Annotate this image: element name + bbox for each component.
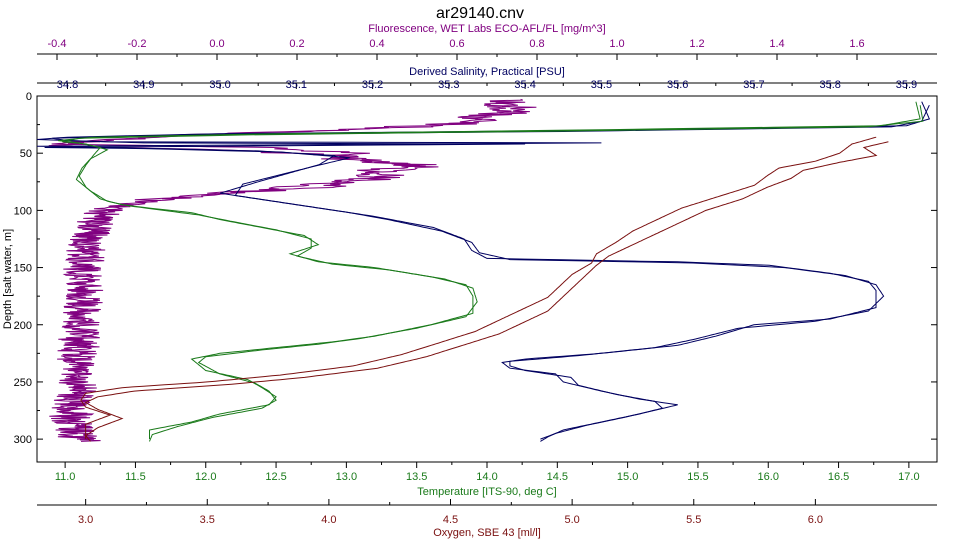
oxygen-tick-label: 5.0 [564,514,579,526]
depth-tick-label: 300 [14,434,32,446]
salinity-tick-label: 35.1 [286,79,307,91]
temperature-tick-label: 16.0 [758,471,779,483]
oxygen-tick-label: 4.0 [321,514,336,526]
temperature-tick-label: 11.0 [55,471,76,483]
depth-tick-label: 100 [14,205,32,217]
temperature-tick-label: 13.5 [406,471,427,483]
fluorescence-tick-label: -0.4 [48,38,67,50]
depth-tick-label: 200 [14,320,32,332]
salinity-tick-label: 35.5 [591,79,612,91]
oxygen-series-line [80,136,877,440]
oxygen-tick-label: 3.5 [200,514,215,526]
oxygen-tick-label: 6.0 [808,514,823,526]
salinity-series-line [44,104,930,440]
salinity-tick-label: 35.4 [514,79,535,91]
salinity-tick-label: 35.0 [209,79,230,91]
fluorescence-axis-title: Fluorescence, WET Labs ECO-AFL/FL [mg/m^… [368,23,605,35]
temperature-series-line [58,101,921,440]
temperature-tick-label: 14.5 [547,471,568,483]
plot-frame [36,95,938,463]
fluorescence-axis: -0.4 -0.2 0.0 0.2 0.4 0.6 0.8 1.0 1.2 1.4 1.6 Fluor… [37,23,937,60]
oxygen-series-line [84,141,889,442]
depth-tick-label: 0 [26,91,32,103]
fluorescence-series-line [48,101,527,442]
salinity-tick-label: 35.7 [743,79,764,91]
fluorescence-tick-label: 0.8 [529,38,544,50]
temperature-tick-label: 14.0 [476,471,497,483]
depth-tick-label: 250 [14,377,32,389]
temperature-tick-label: 16.5 [828,471,849,483]
axes-layer: -0.4 -0.2 0.0 0.2 0.4 0.6 0.8 1.0 1.2 1.4 1.6 Fluor… [2,23,937,539]
salinity-tick-label: 35.9 [896,79,917,91]
temperature-tick-label: 15.0 [617,471,638,483]
salinity-axis: 34.8 34.9 35.0 35.1 35.2 35.3 35.4 35.5 35.6 35.7… [37,66,937,91]
fluorescence-tick-label: 0.4 [369,38,384,50]
salinity-tick-label: 35.6 [667,79,688,91]
fluorescence-tick-label: 0.6 [449,38,464,50]
fluorescence-tick-label: -0.2 [128,38,147,50]
depth-tick-label: 150 [14,263,32,275]
fluorescence-tick-label: 1.6 [849,38,864,50]
salinity-tick-label: 34.9 [133,79,154,91]
oxygen-axis: 3.0 3.5 4.0 4.5 5.0 5.5 6.0 Oxygen, SBE 43 [ml/… [37,499,937,539]
chart-title: ar29140.cnv [436,5,524,22]
temperature-series-line [62,105,924,442]
salinity-series-line [36,101,931,442]
salinity-tick-label: 35.8 [820,79,841,91]
salinity-tick-label: 35.2 [362,79,383,91]
oxygen-tick-label: 3.0 [78,514,93,526]
temperature-tick-label: 13.0 [336,471,357,483]
salinity-tick-label: 35.3 [438,79,459,91]
temperature-tick-label: 15.5 [687,471,708,483]
temperature-tick-label: 17.0 [898,471,919,483]
depth-axis: 0 50 100 150 200 250 300 Depth [salt water, m] [2,91,937,446]
temperature-axis-title: Temperature [ITS-90, deg C] [417,486,556,498]
fluorescence-series-line [51,98,537,440]
salinity-axis-title: Derived Salinity, Practical [PSU] [409,66,565,78]
salinity-tick-label: 34.8 [57,79,78,91]
temperature-tick-label: 11.5 [125,471,146,483]
temperature-tick-label: 12.5 [265,471,286,483]
depth-axis-title: Depth [salt water, m] [2,229,14,329]
oxygen-tick-label: 5.5 [686,514,701,526]
fluorescence-tick-label: 0.0 [209,38,224,50]
oxygen-axis-title: Oxygen, SBE 43 [ml/l] [433,527,541,539]
fluorescence-tick-label: 0.2 [289,38,304,50]
temperature-axis: 11.0 11.5 12.0 12.5 13.0 13.5 14.0 14.5 15.0 15.5… [37,461,937,498]
fluorescence-tick-label: 1.0 [609,38,624,50]
fluorescence-tick-label: 1.4 [769,38,784,50]
oxygen-tick-label: 4.5 [443,514,458,526]
depth-tick-label: 50 [20,148,32,160]
fluorescence-tick-label: 1.2 [689,38,704,50]
temperature-tick-label: 12.0 [195,471,216,483]
series-layer [36,98,931,442]
